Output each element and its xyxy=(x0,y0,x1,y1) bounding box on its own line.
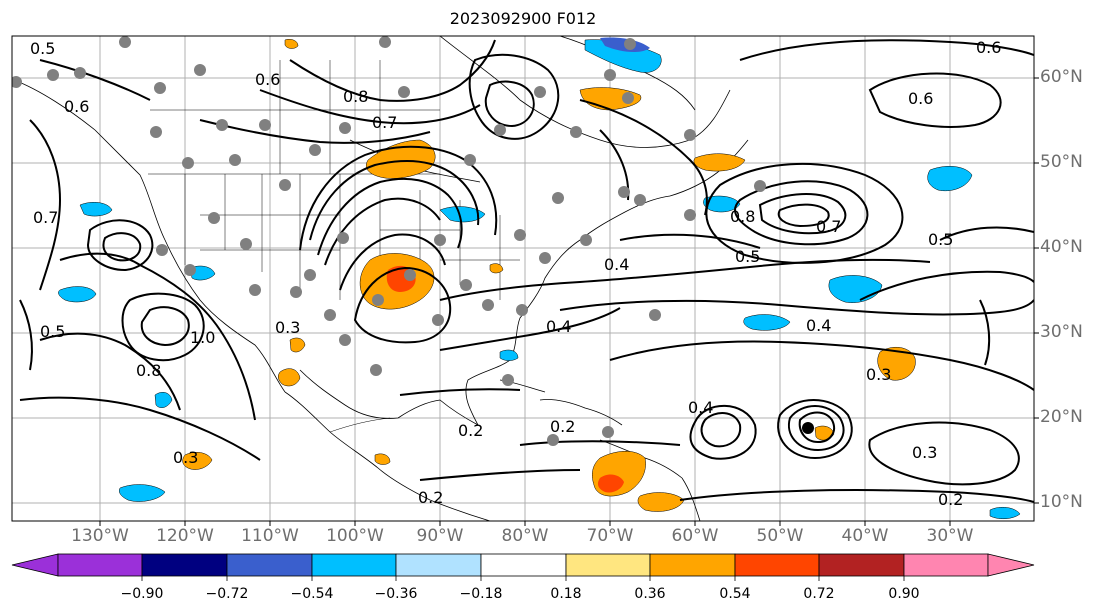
lat-label-50n: 50°N xyxy=(1040,152,1083,172)
colorbar-tick-label: 0.54 xyxy=(719,586,751,602)
contour-label: 0.6 xyxy=(908,89,933,108)
contour-label: 0.7 xyxy=(816,217,841,236)
contour-label: 0.5 xyxy=(30,39,55,58)
anomaly-fills xyxy=(58,37,1021,519)
lat-label-30n: 30°N xyxy=(1040,322,1083,342)
contour-label: 0.3 xyxy=(173,448,198,467)
contour-label: 0.2 xyxy=(458,421,483,440)
lon-label-110w: 110°W xyxy=(241,526,299,546)
lon-label-90w: 90°W xyxy=(416,526,464,546)
lat-label-20n: 20°N xyxy=(1040,407,1083,427)
contour-label: 0.6 xyxy=(255,70,280,89)
colorbar-tick-label: −0.72 xyxy=(205,586,249,602)
contour-label: 0.4 xyxy=(546,317,571,336)
lat-ticks xyxy=(1034,77,1039,504)
contour-label: 0.8 xyxy=(730,207,755,226)
storm-center-marker xyxy=(802,422,814,434)
plot-frame xyxy=(11,35,1035,522)
borders xyxy=(148,60,520,433)
contour-label: 0.8 xyxy=(343,87,368,106)
colorbar-tick-label: 0.72 xyxy=(803,586,835,602)
gridlines xyxy=(12,36,1034,521)
colorbar-tick-label: 0.18 xyxy=(550,586,582,602)
contour-label: 1.0 xyxy=(190,328,215,347)
lon-label-100w: 100°W xyxy=(326,526,384,546)
lon-label-130w: 130°W xyxy=(71,526,129,546)
lon-label-40w: 40°W xyxy=(841,526,889,546)
colorbar-tick-label: −0.54 xyxy=(290,586,334,602)
lon-label-60w: 60°W xyxy=(671,526,719,546)
contour-label: 0.2 xyxy=(418,488,443,507)
colorbar-tick-label: 0.36 xyxy=(634,586,666,602)
lon-label-50w: 50°W xyxy=(756,526,804,546)
contour-label: 0.3 xyxy=(866,365,891,384)
contour-label: 0.7 xyxy=(33,208,58,227)
lat-label-60n: 60°N xyxy=(1040,67,1083,87)
contour-label: 0.5 xyxy=(735,247,760,266)
coastlines xyxy=(13,36,749,521)
lat-label-40n: 40°N xyxy=(1040,237,1083,257)
colorbar-tick-label: 0.90 xyxy=(888,586,920,602)
lon-label-30w: 30°W xyxy=(926,526,974,546)
lat-label-10n: 10°N xyxy=(1040,492,1083,512)
contour-label: 0.4 xyxy=(806,316,831,335)
lon-label-80w: 80°W xyxy=(501,526,549,546)
contour-label: 0.3 xyxy=(275,318,300,337)
contour-label: 0.2 xyxy=(938,490,963,509)
lon-label-70w: 70°W xyxy=(586,526,634,546)
contour-label-set: 0.5 0.6 0.7 0.8 0.5 0.4 0.3 0.2 0.6 0.8 … xyxy=(30,38,1001,509)
contour-label: 0.8 xyxy=(136,361,161,380)
contour-label: 0.5 xyxy=(40,322,65,341)
colorbar-tick-label: −0.36 xyxy=(374,586,418,602)
contour-label: 0.7 xyxy=(372,113,397,132)
contour-label: 0.4 xyxy=(604,255,629,274)
colorbar xyxy=(11,553,1035,581)
contour-label: 0.6 xyxy=(976,38,1001,57)
contour-lines xyxy=(19,39,1034,503)
contour-label: 0.5 xyxy=(928,230,953,249)
contour-label: 0.4 xyxy=(688,398,713,417)
colorbar-tick-label: −0.18 xyxy=(459,586,503,602)
contour-label: 0.2 xyxy=(550,417,575,436)
lon-label-120w: 120°W xyxy=(156,526,214,546)
contour-label: 0.6 xyxy=(64,97,89,116)
lon-ticks xyxy=(99,521,951,526)
colorbar-tick-label: −0.90 xyxy=(120,586,164,602)
contour-label: 0.3 xyxy=(912,443,937,462)
station-markers xyxy=(12,36,766,446)
map-title: 2023092900 F012 xyxy=(449,9,597,28)
